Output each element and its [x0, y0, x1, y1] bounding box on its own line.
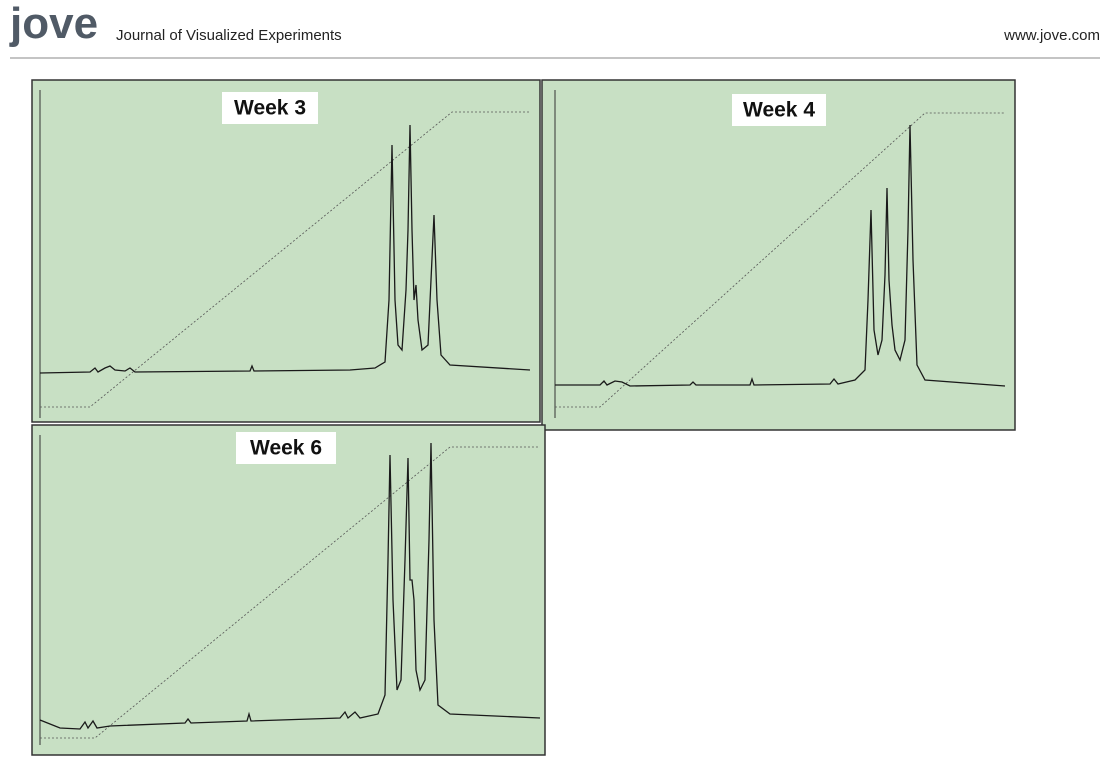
site-url: www.jove.com — [1003, 27, 1100, 44]
panel-title: Week 3 — [234, 97, 306, 120]
gradient-line — [555, 112, 1005, 408]
chromatogram-week6: Week 6 — [31, 424, 546, 756]
title-box — [236, 432, 336, 464]
trace — [39, 124, 531, 374]
panel-title: Week 4 — [743, 99, 815, 122]
panel-frame — [541, 79, 1016, 431]
chromatogram-week3: Week 3 — [31, 79, 541, 423]
trace — [555, 124, 1006, 387]
chromatogram-week4: Week 4 — [541, 79, 1016, 431]
panel-frame — [31, 424, 546, 756]
gradient-line — [40, 111, 530, 408]
journal-name: Journal of Visualized Experiments — [116, 27, 342, 44]
title-box — [732, 94, 826, 126]
logo: jove — [9, 0, 98, 48]
gradient-line — [40, 446, 540, 739]
title-box — [222, 92, 318, 124]
trace — [39, 442, 541, 730]
panel-title: Week 6 — [250, 437, 322, 460]
